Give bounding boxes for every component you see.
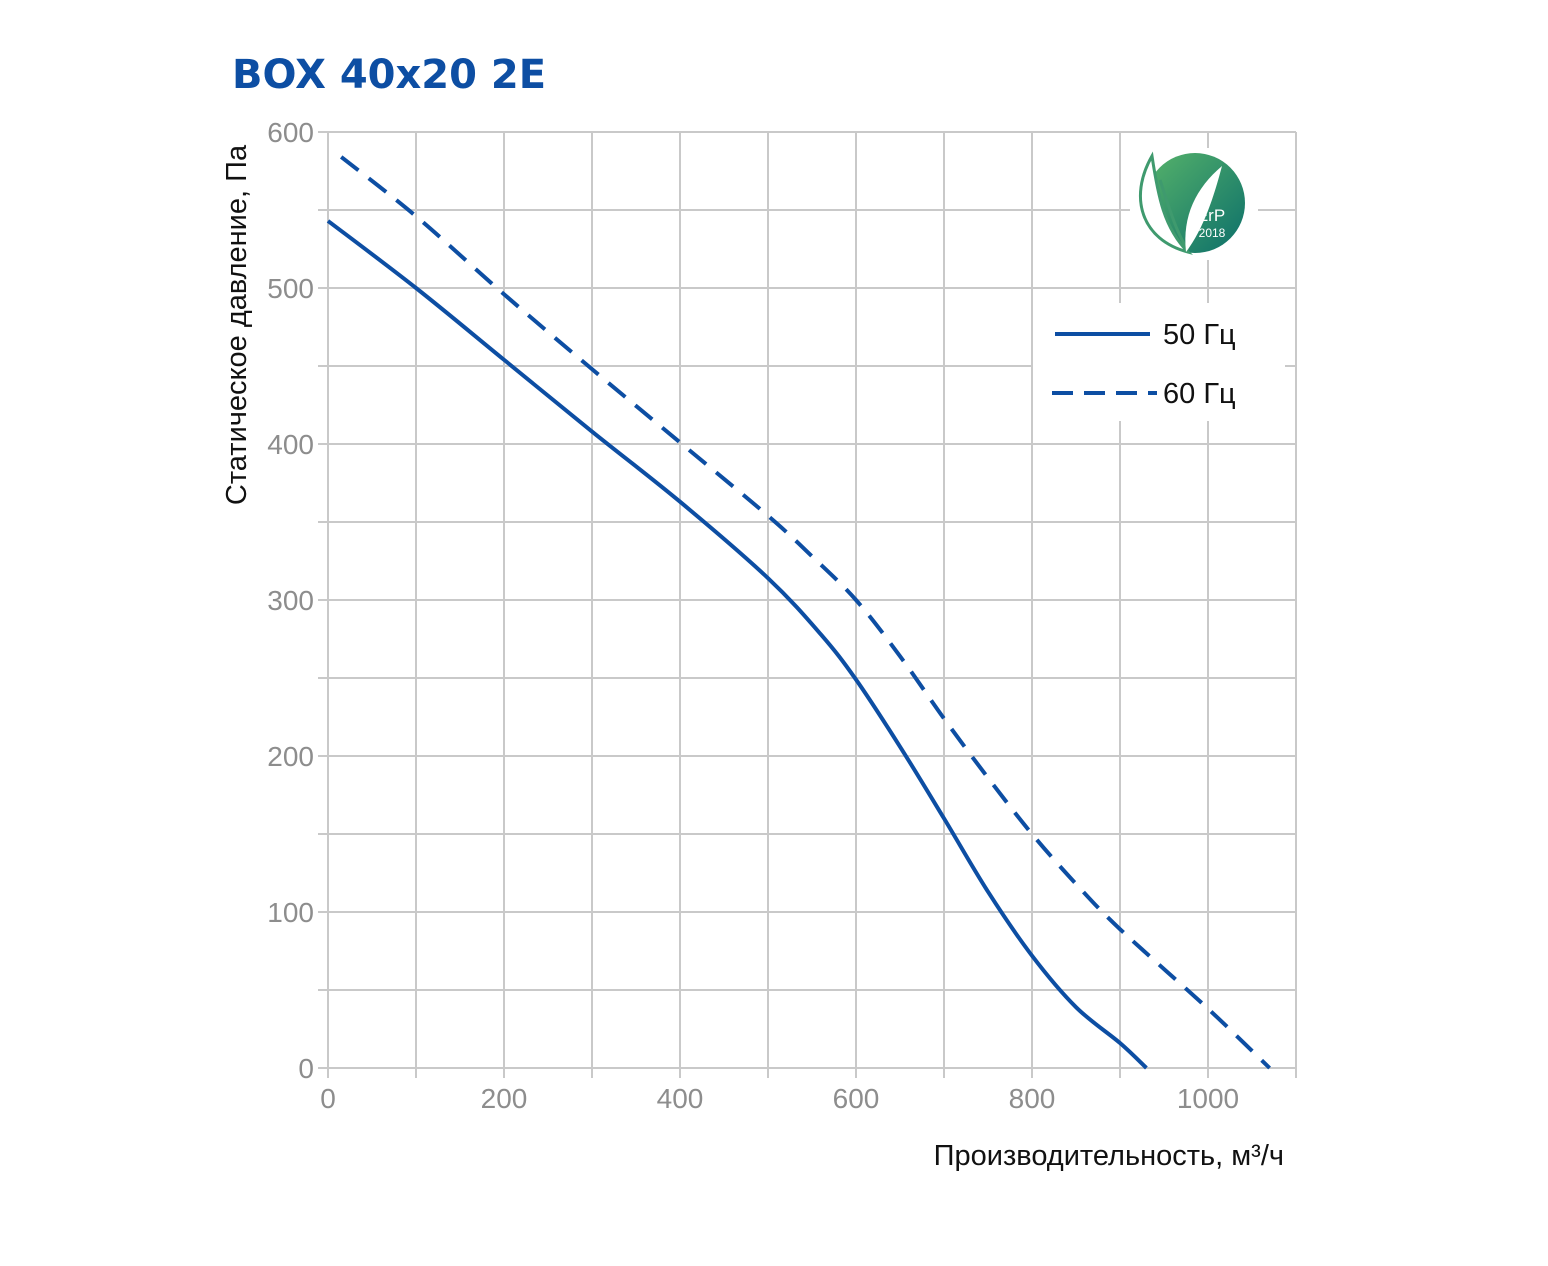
x-tick-label: 800 — [1009, 1083, 1056, 1114]
leaf-inner — [1158, 179, 1190, 251]
x-tick-label: 200 — [481, 1083, 528, 1114]
x-tick-labels: 0 200 400 600 800 1000 — [320, 1083, 1239, 1114]
series-line-60hz — [339, 155, 1271, 1070]
legend-label-50hz: 50 Гц — [1163, 319, 1236, 351]
badge-year-text: 2018 — [1199, 226, 1226, 240]
y-tick-label: 100 — [267, 897, 314, 928]
y-tick-label: 500 — [267, 273, 314, 304]
x-tick-label: 400 — [657, 1083, 704, 1114]
x-axis-label: Производительность, м³/ч — [934, 1140, 1284, 1172]
y-tick-label: 0 — [298, 1053, 314, 1084]
series-line-50hz — [326, 219, 1148, 1070]
leaf-right — [1185, 166, 1222, 252]
y-tick-label: 600 — [267, 117, 314, 148]
chart-title: BOX 40x20 2E — [232, 52, 546, 98]
x-tick-label: 0 — [320, 1083, 336, 1114]
grid — [318, 131, 1297, 1078]
legend-label-60hz: 60 Гц — [1163, 378, 1236, 410]
legend: 50 Гц 60 Гц — [1033, 303, 1285, 421]
y-axis-label: Статическое давление, Па — [221, 144, 253, 505]
series-layer — [326, 155, 1271, 1070]
x-tick-label: 1000 — [1177, 1083, 1239, 1114]
y-tick-label: 200 — [267, 741, 314, 772]
legend-box — [1033, 303, 1285, 421]
badge-erp-text: ErP — [1197, 206, 1225, 225]
leaf-outline — [1138, 151, 1193, 255]
y-tick-label: 400 — [267, 429, 314, 460]
y-tick-labels: 0 100 200 300 400 500 600 — [267, 117, 314, 1084]
x-tick-label: 600 — [833, 1083, 880, 1114]
y-tick-label: 300 — [267, 585, 314, 616]
erp-leaf-icon: ErP 2018 — [1130, 148, 1258, 260]
